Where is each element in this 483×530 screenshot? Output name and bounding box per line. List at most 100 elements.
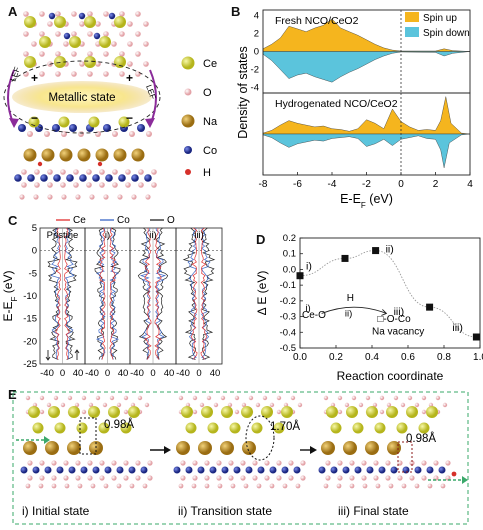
oxygen-atom xyxy=(103,194,109,200)
oxygen-atom xyxy=(75,460,81,466)
oxygen-atom xyxy=(51,460,57,466)
bond-highlight xyxy=(397,441,413,473)
step-arrow-2-head xyxy=(310,446,317,454)
hydrogen-atom xyxy=(37,161,43,167)
y-tick-label: -10 xyxy=(23,291,37,302)
cobalt-atom xyxy=(92,174,100,182)
cerium-atom xyxy=(84,16,96,28)
oxygen-atom xyxy=(349,483,355,489)
oxygen-atom xyxy=(358,402,364,408)
oxygen-atom xyxy=(323,483,329,489)
oxygen-atom xyxy=(204,460,210,466)
cobalt-atom xyxy=(378,466,386,474)
panel-letter-a: A xyxy=(8,4,18,19)
cerium-atom xyxy=(229,422,241,434)
oxygen-atom xyxy=(123,460,129,466)
cobalt-atom xyxy=(66,174,74,182)
oxygen-atom xyxy=(323,395,329,401)
oxygen-atom xyxy=(349,460,355,466)
oxygen-atom xyxy=(234,395,240,401)
pdos-curve-ce xyxy=(109,227,116,360)
cerium-atom xyxy=(84,56,96,68)
oxygen-atom xyxy=(276,409,282,415)
x-tick-label: -40 xyxy=(40,368,54,379)
oxygen-atom xyxy=(199,402,205,408)
oxygen-atom xyxy=(112,131,118,137)
oxygen-atom xyxy=(64,483,70,489)
pdos-curve-o xyxy=(94,227,105,360)
x-tick-label: 4 xyxy=(467,179,473,190)
cerium-atom xyxy=(108,406,120,418)
cerium-atom xyxy=(68,406,80,418)
cobalt-atom xyxy=(108,12,116,20)
cobalt-atom xyxy=(79,174,87,182)
cerium-atom xyxy=(346,406,358,418)
x-tick-label: -40 xyxy=(85,368,99,379)
y-tick-label: 2 xyxy=(254,28,259,39)
cobalt-atom xyxy=(426,466,434,474)
bond-highlight xyxy=(79,417,97,455)
legend-na-swatch xyxy=(181,114,195,128)
scheme-arrow xyxy=(321,306,387,314)
oxygen-atom xyxy=(325,460,331,466)
sodium-atom xyxy=(321,441,335,455)
scheme-arrow-head xyxy=(381,309,388,316)
oxygen-atom xyxy=(143,21,149,27)
oxygen-atom xyxy=(77,483,83,489)
panel-letter-c: C xyxy=(8,213,18,228)
oxygen-atom xyxy=(112,169,118,175)
oxygen-atom xyxy=(71,31,77,37)
oxygen-atom xyxy=(127,61,133,67)
oxygen-atom xyxy=(116,402,122,408)
cerium-atom xyxy=(366,406,378,418)
oxygen-atom xyxy=(137,395,143,401)
y-tick-label: -0.3 xyxy=(280,312,296,323)
oxygen-atom xyxy=(39,11,45,17)
oxygen-atom xyxy=(87,71,93,77)
oxygen-atom xyxy=(435,395,441,401)
oxygen-atom xyxy=(34,169,40,175)
oxygen-atom xyxy=(204,475,210,481)
cerium-atom xyxy=(418,422,430,434)
caption-transition-state: ii) Transition state xyxy=(178,504,272,518)
oxygen-atom xyxy=(23,51,29,57)
cobalt-atom xyxy=(128,466,136,474)
oxygen-atom xyxy=(123,475,129,481)
cobalt-atom xyxy=(366,466,374,474)
legend-label-co: Co xyxy=(117,215,130,226)
sodium-atom xyxy=(23,148,37,162)
oxygen-atom xyxy=(349,475,355,481)
oxygen-atom xyxy=(125,182,131,188)
oxygen-atom xyxy=(372,402,378,408)
y-tick-label: 5 xyxy=(32,223,37,234)
cerium-atom xyxy=(251,422,263,434)
sodium-atom xyxy=(95,148,109,162)
oxygen-atom xyxy=(67,395,73,401)
sodium-atom xyxy=(131,148,145,162)
energy-curve xyxy=(299,250,477,338)
cerium-atom xyxy=(221,406,233,418)
oxygen-atom xyxy=(73,169,79,175)
y-axis-unit: (eV) xyxy=(1,271,15,297)
cerium-atom xyxy=(54,16,66,28)
y-tick-label: -4 xyxy=(251,83,259,94)
y-tick-label: -0.5 xyxy=(280,343,296,354)
oxygen-atom xyxy=(39,409,45,415)
cerium-atom xyxy=(241,406,253,418)
cobalt-atom xyxy=(257,466,265,474)
legend-co-swatch xyxy=(184,146,192,154)
distance-label-final: 0.98Å xyxy=(406,432,436,445)
legend-label-o: O xyxy=(167,215,175,226)
oxygen-atom xyxy=(27,131,33,137)
oxygen-atom xyxy=(397,475,403,481)
pdos-curve-co xyxy=(64,227,75,360)
oxygen-atom xyxy=(63,41,69,47)
oxygen-atom xyxy=(397,460,403,466)
oxygen-atom xyxy=(240,460,246,466)
cobalt-atom xyxy=(20,466,28,474)
oxygen-atom xyxy=(264,460,270,466)
pdos-curve-o xyxy=(110,227,121,360)
oxygen-atom xyxy=(409,460,415,466)
x-tick-label: 0 xyxy=(398,179,404,190)
metallic-state-label: Metallic state xyxy=(48,92,115,104)
